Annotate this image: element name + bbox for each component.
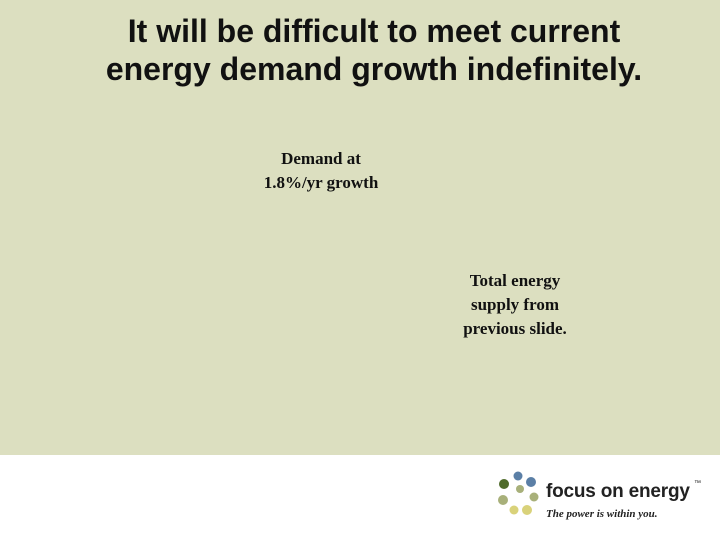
title-line-2: energy demand growth indefinitely. [105,51,643,87]
trademark-symbol: ™ [694,480,701,487]
title-line-1: It will be difficult to meet current [127,13,621,49]
supply-label-line-2: supply from [470,295,559,314]
slide-title: It will be difficult to meet current ene… [0,12,720,88]
footer-bar [0,455,720,540]
slide-body: It will be difficult to meet current ene… [0,0,720,455]
focus-on-energy-logo: focus on energy ™ The power is within yo… [494,470,714,530]
demand-label-line-1: Demand at [281,149,361,168]
total-supply-label: Total energy supply from previous slide. [440,269,590,341]
brand-tagline: The power is within you. [546,508,658,520]
demand-growth-label: Demand at 1.8%/yr growth [243,147,399,195]
supply-label-line-3: previous slide. [463,319,567,338]
brand-name: focus on energy [546,481,690,502]
dots-logo-icon [498,471,539,515]
supply-label-line-1: Total energy [469,271,561,290]
demand-label-line-2: 1.8%/yr growth [263,173,379,192]
